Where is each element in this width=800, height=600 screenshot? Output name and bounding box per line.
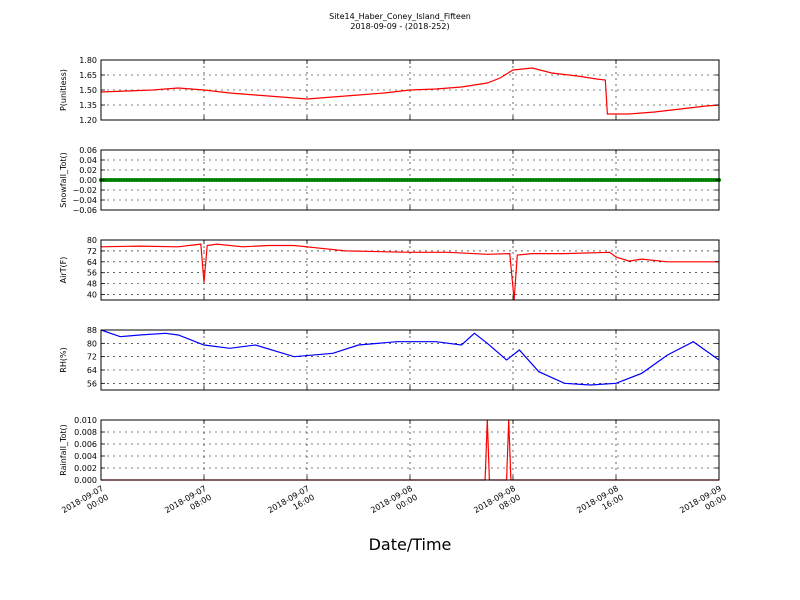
- y-axis-label: Rainfall_Tot(): [59, 424, 68, 476]
- y-tick-label: 80: [87, 339, 97, 348]
- y-tick-label: 0.000: [74, 476, 97, 485]
- series-line: [100, 329, 720, 386]
- series-line: [100, 67, 720, 115]
- y-tick-label: 80: [87, 236, 97, 245]
- panel-1: 1.80 1.65 1.50 1.35 1.20 P(unitless): [59, 56, 720, 125]
- y-axis-label: AirT(F): [59, 257, 68, 284]
- y-tick-label: 0.008: [74, 428, 97, 437]
- y-tick-label: 64: [87, 366, 97, 375]
- y-tick-label: 1.20: [79, 116, 97, 125]
- series-line: [100, 243, 719, 301]
- y-tick-label: 0.004: [74, 452, 97, 461]
- y-tick-label: 56: [87, 379, 97, 388]
- y-tick-label: 64: [87, 258, 97, 267]
- y-tick-label: −0.02: [72, 186, 97, 195]
- y-tick-label: 88: [87, 326, 97, 335]
- chart-title: Site14_Haber_Coney_Island_Fifteen: [329, 12, 471, 21]
- y-tick-label: 0.06: [79, 146, 97, 155]
- y-tick-label: 0.00: [79, 176, 97, 185]
- y-tick-label: 1.80: [79, 56, 97, 65]
- y-tick-label: 56: [87, 269, 97, 278]
- y-axis-label: P(unitless): [59, 69, 68, 111]
- y-tick-label: 0.010: [74, 416, 97, 425]
- y-tick-label: 1.50: [79, 86, 97, 95]
- y-tick-label: 0.02: [79, 166, 97, 175]
- y-tick-label: 1.35: [79, 101, 97, 110]
- panel-3: 80 72 64 56 48 40 AirT(F): [59, 236, 720, 301]
- y-axis-label: Snowfall_Tot(): [59, 152, 68, 208]
- y-tick-label: 1.65: [79, 71, 97, 80]
- y-tick-label: 72: [87, 247, 97, 256]
- y-tick-label: 0.006: [74, 440, 97, 449]
- y-tick-label: −0.06: [72, 206, 97, 215]
- panel-5: 0.010 0.008 0.006 0.004 0.002 0.000 Rainfall_T…: [59, 416, 720, 485]
- panel-2: 0.060.040.020.00−0.02−0.04−0.06 Snowfall_…: [59, 146, 721, 215]
- y-tick-label: 72: [87, 353, 97, 362]
- y-tick-label: 40: [87, 291, 97, 300]
- panel-4: 88 80 72 64 56 RH(%): [59, 326, 720, 391]
- chart-subtitle: 2018-09-09 - (2018-252): [350, 22, 449, 31]
- y-tick-label: −0.04: [72, 196, 97, 205]
- y-tick-label: 0.002: [74, 464, 97, 473]
- y-tick-label: 48: [87, 280, 97, 289]
- y-tick-label: 0.04: [79, 156, 97, 165]
- x-axis-label: Date/Time: [369, 535, 452, 554]
- chart-panels: 1.801.651.501.351.20P(unitless)0.060.040…: [59, 56, 721, 485]
- y-axis-label: RH(%): [59, 347, 68, 372]
